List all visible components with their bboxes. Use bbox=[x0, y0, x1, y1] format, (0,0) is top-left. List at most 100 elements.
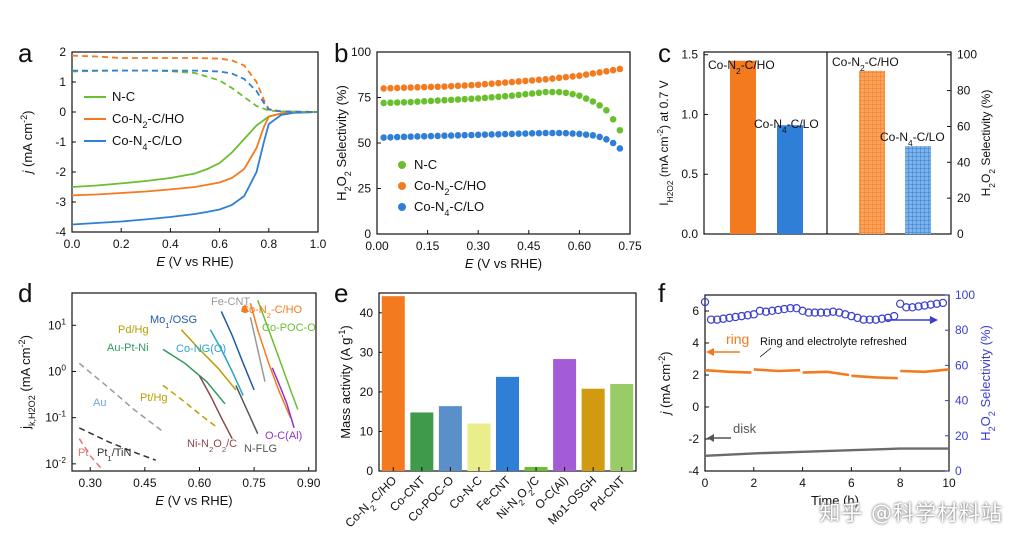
y-tick-label: -1 bbox=[55, 135, 66, 149]
data-point bbox=[447, 131, 456, 140]
refresh-note: Ring and electrolyte refreshed bbox=[760, 336, 907, 348]
y-tick-label-right: 100 bbox=[955, 288, 975, 302]
y-tick-label-right: 40 bbox=[957, 155, 971, 169]
data-point bbox=[609, 115, 618, 124]
data-point bbox=[420, 97, 429, 106]
x-tick-label: 4 bbox=[799, 476, 806, 490]
selectivity-point bbox=[706, 315, 716, 324]
data-point bbox=[568, 90, 577, 99]
data-point bbox=[427, 97, 435, 105]
y-tick-label-left: -4 bbox=[688, 464, 699, 478]
data-point bbox=[393, 98, 402, 107]
data-point bbox=[575, 91, 584, 100]
panel-letter-c: c bbox=[658, 38, 671, 68]
x-tick-label: 0.30 bbox=[79, 476, 103, 490]
data-point bbox=[400, 83, 408, 92]
y-tick-label-right: 80 bbox=[955, 323, 969, 337]
y-tick-label: 30 bbox=[360, 345, 374, 359]
x-tick-label: 0.30 bbox=[467, 239, 491, 253]
data-point bbox=[521, 129, 530, 138]
bar bbox=[381, 296, 405, 471]
x-axis-label: E (V vs RHE) bbox=[156, 254, 233, 269]
panel-letter-a: a bbox=[18, 38, 33, 68]
data-point bbox=[501, 92, 510, 101]
series-line bbox=[249, 317, 266, 382]
data-point bbox=[528, 129, 537, 138]
data-point bbox=[575, 71, 584, 80]
y-tick-label: 0 bbox=[366, 464, 373, 478]
data-point bbox=[494, 130, 503, 139]
y-tick-label: 50 bbox=[358, 136, 372, 150]
bar-label: Co-N4-C/LO bbox=[754, 117, 819, 135]
selectivity-point bbox=[926, 300, 935, 309]
data-point bbox=[501, 130, 510, 138]
y-tick-label: 20 bbox=[360, 385, 374, 399]
selectivity-point bbox=[755, 306, 765, 316]
x-axis-label: E (V vs RHE) bbox=[465, 256, 542, 271]
series-line bbox=[271, 367, 295, 429]
series-annotation: Co-NG(O) bbox=[176, 343, 226, 355]
data-point bbox=[386, 133, 395, 142]
data-point bbox=[535, 129, 543, 138]
data-point bbox=[481, 130, 489, 139]
selectivity-point bbox=[914, 302, 923, 311]
data-point bbox=[595, 133, 604, 141]
bar bbox=[610, 383, 634, 471]
ring-current-line bbox=[900, 368, 950, 374]
y-axis-label: j (mA cm-2) bbox=[19, 111, 35, 176]
series-line bbox=[162, 348, 226, 405]
data-point bbox=[447, 95, 456, 104]
series-line bbox=[71, 69, 319, 113]
y-tick-label: 10-1 bbox=[45, 409, 66, 425]
x-tick-label: 0.8 bbox=[260, 237, 277, 251]
x-tick-label: 0.45 bbox=[517, 239, 541, 253]
data-point bbox=[460, 81, 469, 90]
selectivity-point bbox=[938, 298, 948, 308]
data-point bbox=[541, 88, 550, 96]
data-point bbox=[400, 132, 408, 141]
data-point bbox=[413, 83, 422, 92]
y-tick-label-right: 20 bbox=[957, 191, 971, 205]
selectivity-point bbox=[908, 303, 917, 312]
data-point bbox=[602, 67, 611, 76]
data-point bbox=[427, 132, 435, 140]
y-tick-label-right: 20 bbox=[955, 429, 969, 443]
data-point bbox=[467, 131, 476, 139]
y-tick-label: 10 bbox=[360, 424, 374, 438]
data-point bbox=[393, 84, 402, 92]
selectivity-point bbox=[828, 307, 838, 316]
x-tick-label: 0.75 bbox=[242, 476, 266, 490]
ring-arrowhead bbox=[706, 348, 714, 356]
x-tick-label: 0.4 bbox=[162, 237, 179, 251]
data-point bbox=[602, 106, 611, 115]
y-tick-label: 0 bbox=[59, 105, 66, 119]
data-point bbox=[562, 129, 570, 138]
selectivity-point bbox=[713, 315, 722, 324]
selectivity-point bbox=[700, 297, 710, 307]
selectivity-point bbox=[749, 310, 759, 319]
ring-current-line bbox=[704, 368, 752, 374]
panel-a-frame bbox=[71, 51, 319, 233]
data-point bbox=[474, 130, 483, 139]
x-tick-label: 0 bbox=[702, 476, 709, 490]
x-tick-label: 10 bbox=[942, 476, 956, 490]
series-line bbox=[235, 385, 259, 435]
ring-current-line bbox=[851, 374, 898, 380]
data-point bbox=[508, 78, 516, 86]
bar bbox=[438, 406, 462, 471]
series-line bbox=[256, 299, 299, 410]
series-annotation: Pt/Hg bbox=[140, 392, 168, 404]
bar bbox=[467, 423, 491, 471]
legend-label: N-C bbox=[414, 157, 437, 172]
selectivity-point bbox=[902, 303, 911, 312]
y-tick-label-right: 0 bbox=[955, 464, 962, 478]
bar bbox=[859, 70, 885, 234]
data-point bbox=[487, 130, 496, 139]
series-line bbox=[78, 427, 157, 461]
selectivity-point bbox=[816, 308, 826, 317]
bar bbox=[777, 125, 803, 234]
series-line bbox=[162, 384, 219, 429]
series-annotation: Au-Pt-Ni bbox=[107, 342, 149, 354]
selectivity-point bbox=[822, 308, 832, 317]
